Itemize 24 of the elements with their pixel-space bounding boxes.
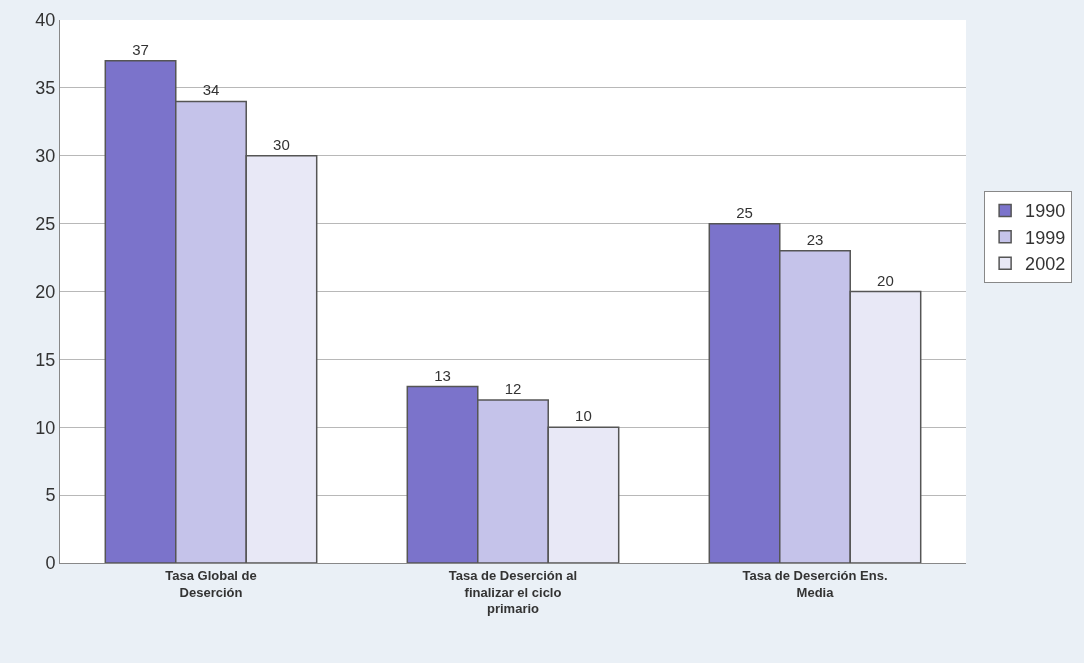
data-label: 13 (434, 366, 451, 384)
data-label: 20 (877, 271, 894, 289)
y-tick-label: 40 (35, 10, 56, 31)
x-tick-label: Tasa de Deserción al finalizar el ciclo primario (448, 567, 578, 617)
y-tick-label: 20 (35, 281, 56, 302)
y-tick-label: 25 (35, 213, 56, 234)
data-label: 10 (575, 407, 592, 425)
y-tick-label: 0 (45, 553, 56, 574)
data-label: 34 (202, 81, 220, 99)
data-label: 30 (273, 135, 290, 153)
y-tick-label: 10 (35, 417, 56, 438)
y-tick-label: 35 (35, 78, 56, 99)
x-tick-label: Tasa Global de Deserción (165, 567, 257, 600)
legend-label: 1990 (1025, 201, 1066, 222)
data-label: 12 (504, 380, 522, 398)
data-label: 23 (806, 230, 824, 248)
y-tick-label: 5 (45, 485, 56, 506)
x-tick-label: Tasa de Deserción Ens. Media (742, 567, 888, 600)
data-label: 37 (132, 40, 149, 58)
legend-label: 2002 (1025, 254, 1066, 275)
y-tick-label: 30 (35, 146, 56, 167)
data-label: 25 (736, 203, 753, 221)
legend-label: 1999 (1025, 227, 1066, 248)
y-tick-label: 15 (35, 349, 56, 370)
